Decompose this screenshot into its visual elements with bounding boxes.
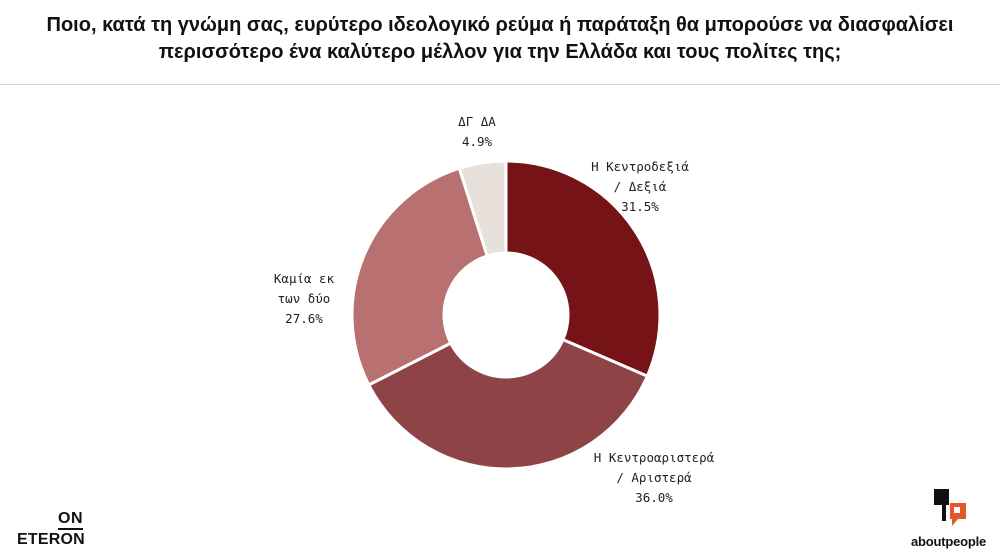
chart-title-line-2: περισσότερο ένα καλύτερο μέλλον για την … — [158, 41, 842, 63]
on-eteron-logo: ON ETERON — [17, 511, 85, 549]
slice-label-3: Καμία εκ των δύο 27.6% — [274, 271, 335, 326]
slice-label-1: Η Κεντροδεξιά / Δεξιά 31.5% — [591, 159, 689, 214]
donut-slice-4 — [457, 159, 508, 258]
chart-title: Ποιο, κατά τη γνώμη σας, ευρύτερο ιδεολο… — [20, 12, 980, 66]
slice-value-label: 4.9% — [462, 134, 493, 149]
aboutpeople-logo-mark — [934, 489, 966, 526]
slice-category-label: Καμία εκ — [274, 271, 335, 286]
slice-category-label: των δύο — [278, 291, 331, 306]
slice-labels: Η Κεντροδεξιά / Δεξιά 31.5% Η Κεντροαριστερ… — [274, 114, 715, 505]
on-eteron-logo-top: ON — [58, 511, 83, 530]
title-divider — [0, 84, 1000, 85]
slice-category-label: Η Κεντροαριστερά — [594, 450, 715, 465]
slice-label-2: Η Κεντροαριστερά / Αριστερά 36.0% — [594, 450, 715, 505]
chart-title-line-1: Ποιο, κατά τη γνώμη σας, ευρύτερο ιδεολο… — [46, 14, 954, 36]
slice-value-label: 36.0% — [635, 490, 673, 505]
aboutpeople-logo-text: aboutpeople — [911, 534, 987, 549]
slice-category-label: Η Κεντροδεξιά — [591, 159, 689, 174]
donut-slice-3 — [350, 166, 490, 387]
slice-category-label: / Δεξιά — [614, 179, 667, 194]
slice-category-label: / Αριστερά — [616, 470, 692, 485]
on-eteron-logo-bottom: ETERON — [17, 531, 85, 548]
slice-category-label: ΔΓ ΔΑ — [458, 114, 496, 129]
donut-slice-1 — [504, 159, 662, 379]
slice-label-4: ΔΓ ΔΑ 4.9% — [458, 114, 496, 149]
donut-slice-2 — [366, 337, 650, 471]
slice-value-label: 27.6% — [285, 311, 323, 326]
donut-slices — [350, 159, 662, 471]
slice-value-label: 31.5% — [621, 199, 659, 214]
